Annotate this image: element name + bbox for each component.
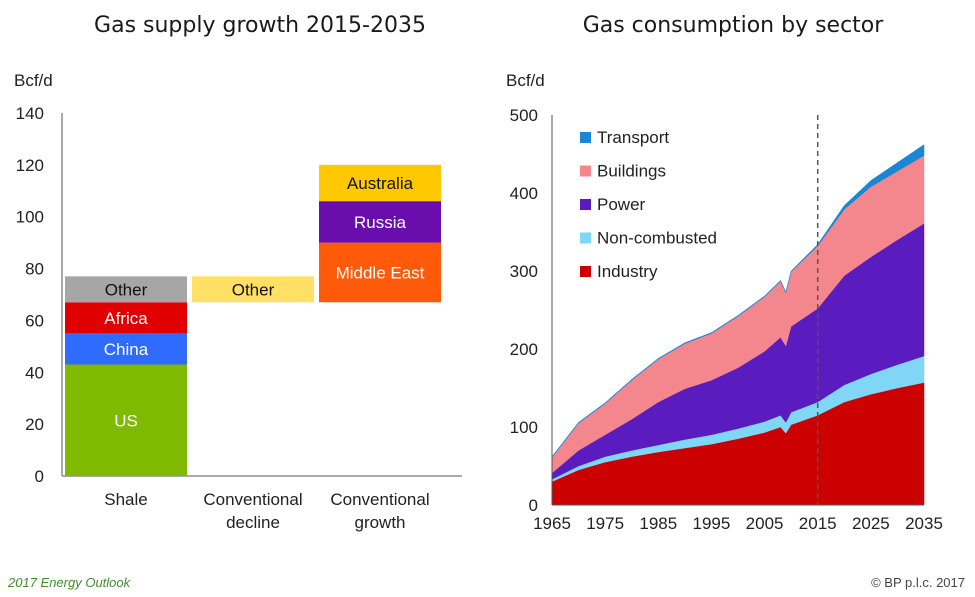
bar-segment-label: Russia: [354, 213, 407, 232]
left-y-tick-label: 100: [16, 208, 44, 227]
footer-copyright: © BP p.l.c. 2017: [871, 575, 965, 590]
legend-swatch: [580, 232, 591, 244]
bar-segment-label: Africa: [104, 309, 148, 328]
bar-segment-label: China: [104, 340, 149, 359]
right-y-unit: Bcf/d: [506, 71, 545, 90]
left-y-tick-label: 0: [35, 467, 44, 486]
bar-segment: [319, 242, 441, 303]
bar-segment-label: Middle East: [336, 263, 425, 282]
bar-segment: [65, 302, 187, 334]
right-y-tick-label: 500: [510, 106, 538, 125]
consumption-by-sector-chart: 0 100 200 300 400 500 1965 1975 1985 1995 2005 2015…: [510, 106, 943, 533]
legend-swatch: [580, 165, 591, 177]
legend-swatch: [580, 266, 591, 277]
bar-segment: [319, 201, 441, 243]
right-y-tick-label: 200: [510, 340, 538, 359]
right-x-tick-label: 2015: [799, 514, 837, 533]
right-chart-title: Gas consumption by sector: [583, 13, 885, 38]
left-chart-title: Gas supply growth 2015-2035: [94, 13, 426, 38]
bar-segment-label: Other: [232, 280, 275, 299]
right-y-tick-label: 400: [510, 184, 538, 203]
bar-segment-label: US: [114, 411, 138, 430]
legend-swatch: [580, 199, 591, 210]
right-x-tick-label: 1985: [639, 514, 677, 533]
right-y-tick-label: 100: [510, 418, 538, 437]
right-x-tick-label: 1975: [586, 514, 624, 533]
footer-source: 2017 Energy Outlook: [8, 575, 131, 590]
left-y-tick-label: 40: [25, 363, 44, 382]
legend-label: Buildings: [597, 162, 666, 181]
left-y-tick-label: 140: [16, 104, 44, 123]
bar-segment: [192, 276, 314, 303]
right-y-tick-label: 300: [510, 262, 538, 281]
supply-growth-chart: 0 20 40 60 80 100 120 140 US China Africa Other Othe…: [16, 104, 462, 532]
area-series-transport: [551, 144, 925, 459]
right-x-tick-label: 2025: [852, 514, 890, 533]
legend-swatch: [580, 132, 591, 143]
left-category-label: growth: [354, 513, 405, 532]
right-x-tick-label: 1965: [533, 514, 571, 533]
left-category-label: Conventional: [330, 490, 429, 509]
bar-segment: [319, 164, 441, 202]
right-x-tick-label: 2035: [905, 514, 943, 533]
right-y-tick-label: 0: [529, 496, 538, 515]
left-y-unit: Bcf/d: [14, 71, 53, 90]
bar-segment: [65, 333, 187, 365]
bar-segment-label: Australia: [347, 174, 414, 193]
left-category-label: Shale: [104, 490, 147, 509]
left-category-label: decline: [226, 513, 280, 532]
legend-label: Transport: [597, 128, 669, 147]
left-y-tick-label: 80: [25, 260, 44, 279]
left-y-tick-label: 60: [25, 311, 44, 330]
right-x-tick-label: 2005: [746, 514, 784, 533]
legend-label: Power: [597, 195, 646, 214]
bar-segment: [65, 364, 187, 476]
right-x-tick-label: 1995: [693, 514, 731, 533]
left-y-tick-label: 20: [25, 415, 44, 434]
bar-segment: [65, 276, 187, 303]
bar-segment-label: Other: [105, 280, 148, 299]
left-category-label: Conventional: [203, 490, 302, 509]
legend-label: Industry: [597, 262, 658, 281]
legend-label: Non-combusted: [597, 229, 717, 248]
left-y-tick-label: 120: [16, 156, 44, 175]
